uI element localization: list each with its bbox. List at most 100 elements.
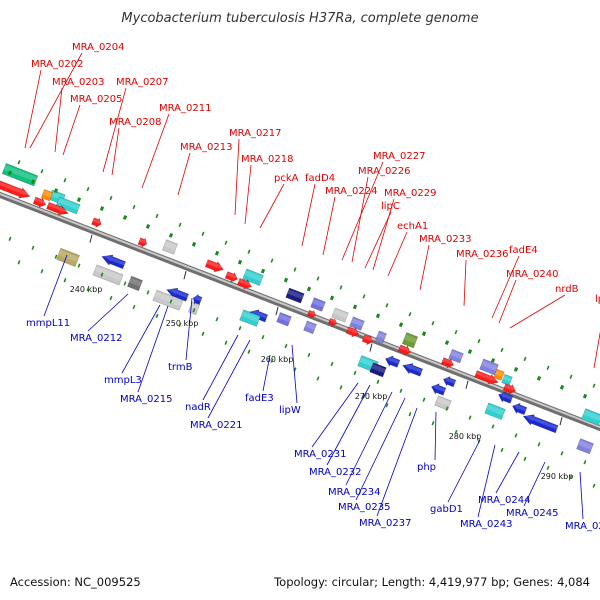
tick-mark (465, 380, 469, 389)
gene-label-bottom: MRA_0245 (506, 508, 558, 519)
label-connector (24, 69, 42, 149)
label-connector (291, 344, 298, 404)
gc-dot (132, 304, 136, 310)
gc-dot (53, 188, 59, 194)
gene-label-bottom: MRA_0235 (338, 502, 390, 513)
gc-dot (191, 241, 197, 247)
gene-label-bottom: mmpL3 (104, 375, 142, 386)
gene-label-top: MRA_0229 (384, 188, 436, 199)
gene-arrow (224, 271, 239, 283)
gc-dot (408, 312, 412, 317)
gc-dot (17, 260, 21, 265)
gc-dot (523, 456, 527, 462)
gene-arrow (440, 357, 455, 369)
gc-dot (247, 349, 251, 354)
gene-label-bottom: MRA_0212 (70, 333, 122, 344)
label-connector (29, 52, 83, 149)
gc-dot (468, 415, 472, 420)
gc-dot (352, 304, 358, 310)
gc-dot (523, 356, 527, 362)
gene-arrow (0, 180, 31, 199)
gc-dot (477, 338, 481, 344)
gene-label-bottom: MRA_0221 (190, 420, 242, 431)
gc-dot (454, 429, 458, 435)
gc-dot (569, 474, 573, 479)
gene-box (276, 312, 292, 327)
gene-label-top: MRA_0227 (373, 151, 425, 162)
label-connector (387, 231, 408, 277)
gene-arrow (361, 334, 374, 346)
gc-dot (445, 406, 449, 411)
scale-ticks: 240 kbp 250 kbp 260 kbp 270 kbp 280 kbp 290 k… (70, 234, 573, 481)
label-connector (372, 198, 395, 271)
gene-arrow (442, 375, 457, 388)
gc-dot (123, 281, 127, 286)
gene-label-bottom: MRA_0234 (328, 487, 380, 498)
gene-arrow (474, 370, 499, 385)
gc-dot (454, 329, 458, 335)
gc-dot (385, 403, 389, 408)
gene-label-top: pckA (274, 173, 299, 184)
gene-label-top: MRA_0208 (109, 117, 161, 128)
label-connector (355, 397, 406, 501)
gc-dot (316, 376, 320, 381)
label-connector (498, 279, 517, 324)
gc-dot (201, 331, 205, 336)
gc-dot (569, 374, 573, 379)
genome-backbone (0, 191, 600, 432)
gc-dot (17, 160, 21, 165)
gene-box (285, 287, 305, 304)
label-connector (477, 444, 496, 518)
gc-dot (537, 442, 541, 447)
gene-label-top: MRA_0213 (180, 142, 232, 153)
gene-box (349, 316, 365, 331)
gene-label-top: MRA_0240 (506, 269, 558, 280)
gene-label-top: fadE4 (509, 245, 538, 256)
gene-label-bottom: gabD1 (430, 504, 463, 515)
gene-label-bottom: MRA_0231 (294, 449, 346, 460)
gene-label-bottom: lipW (279, 405, 301, 416)
accession-text: Accession: NC_009525 (10, 575, 141, 589)
gc-dot (145, 224, 151, 229)
tick-mark (559, 417, 563, 426)
gene-box (369, 362, 387, 378)
label-connector (87, 293, 129, 332)
label-connector (364, 211, 392, 269)
gc-dot (215, 317, 219, 322)
gc-dot (283, 277, 289, 283)
gene-arrow (327, 317, 338, 327)
gene-box (56, 247, 80, 267)
top-gene-labels: MRA_0204 MRA_0202 MRA_0203 MRA_0205 MRA_0207… (24, 42, 600, 369)
gc-dot (270, 258, 274, 263)
gene-label-bottom: MRA_0215 (120, 394, 172, 405)
gene-box (92, 264, 124, 286)
gc-dot (329, 295, 335, 301)
gc-dot (546, 365, 550, 371)
gc-dot (431, 421, 435, 426)
gene-label-bottom: MRA_0250 (565, 521, 600, 532)
gc-dot (353, 370, 357, 376)
label-connector (262, 354, 271, 392)
gene-box (581, 408, 600, 426)
label-connector (322, 196, 336, 256)
gc-dot (592, 483, 596, 488)
label-connector (207, 339, 251, 419)
gc-dot (30, 179, 36, 185)
gc-dot (339, 385, 343, 390)
gene-label-bottom: nadR (185, 402, 211, 413)
label-connector (177, 152, 191, 196)
label-connector (102, 87, 127, 173)
gc-dot (513, 367, 519, 372)
gc-dot (169, 299, 173, 304)
gene-label-top: nrdB (555, 284, 579, 295)
gene-label-top: lpqI (595, 294, 600, 305)
gene-box (493, 368, 505, 381)
gc-dot (168, 232, 174, 238)
gc-dot (408, 412, 412, 417)
gc-dot (560, 451, 564, 456)
gene-label-top: MRA_0202 (31, 59, 83, 70)
tick-label: 270 kbp (355, 392, 388, 401)
gene-box (310, 297, 326, 312)
label-connector (301, 183, 316, 247)
label-connector (376, 407, 418, 517)
